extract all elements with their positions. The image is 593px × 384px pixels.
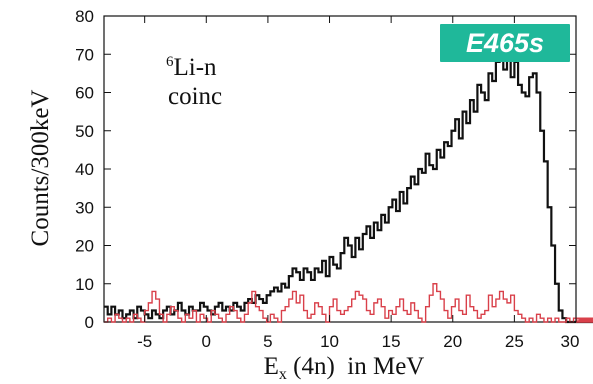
x-axis-title: Ex (4n) in MeV (264, 353, 425, 383)
y-tick-label: 0 (85, 313, 94, 332)
x-axis-title-main: E (264, 353, 279, 380)
annotation-line2: coinc (168, 83, 222, 110)
x-tick-label: 5 (263, 332, 272, 351)
y-tick-label: 80 (75, 7, 94, 26)
experiment-badge (440, 24, 570, 62)
y-tick-label: 20 (75, 237, 94, 256)
y-tick-label: 40 (75, 160, 94, 179)
y-tick-label: 70 (75, 45, 94, 64)
y-tick-label: 50 (75, 122, 94, 141)
y-axis-ticks: 0 10 20 30 40 50 60 70 80 (75, 7, 576, 332)
x-tick-label: 0 (202, 332, 211, 351)
x-axis-ticks: -5 0 5 10 15 20 25 30 (137, 16, 579, 351)
x-tick-label: -5 (137, 332, 152, 351)
y-tick-label: 60 (75, 84, 94, 103)
histogram-series-1 (104, 45, 593, 324)
histogram-series-2 (104, 283, 593, 323)
x-axis-title-sub: x (279, 366, 287, 383)
annotation-superscript: 6 (166, 54, 174, 70)
annotation-species: Li-n (174, 54, 218, 81)
annotation-line1: 6Li-n (166, 54, 217, 81)
y-axis-title: Counts/300keV (27, 90, 54, 247)
x-tick-label: 15 (382, 332, 401, 351)
experiment-badge-label: E465s (466, 28, 544, 58)
x-tick-label: 25 (505, 332, 524, 351)
series-layer (104, 45, 593, 324)
x-tick-label: 30 (561, 332, 580, 351)
y-tick-label: 10 (75, 275, 94, 294)
x-axis-title-rest: (4n) in MeV (287, 353, 424, 380)
x-tick-label: 10 (320, 332, 339, 351)
y-tick-label: 30 (75, 198, 94, 217)
x-tick-label: 20 (443, 332, 462, 351)
